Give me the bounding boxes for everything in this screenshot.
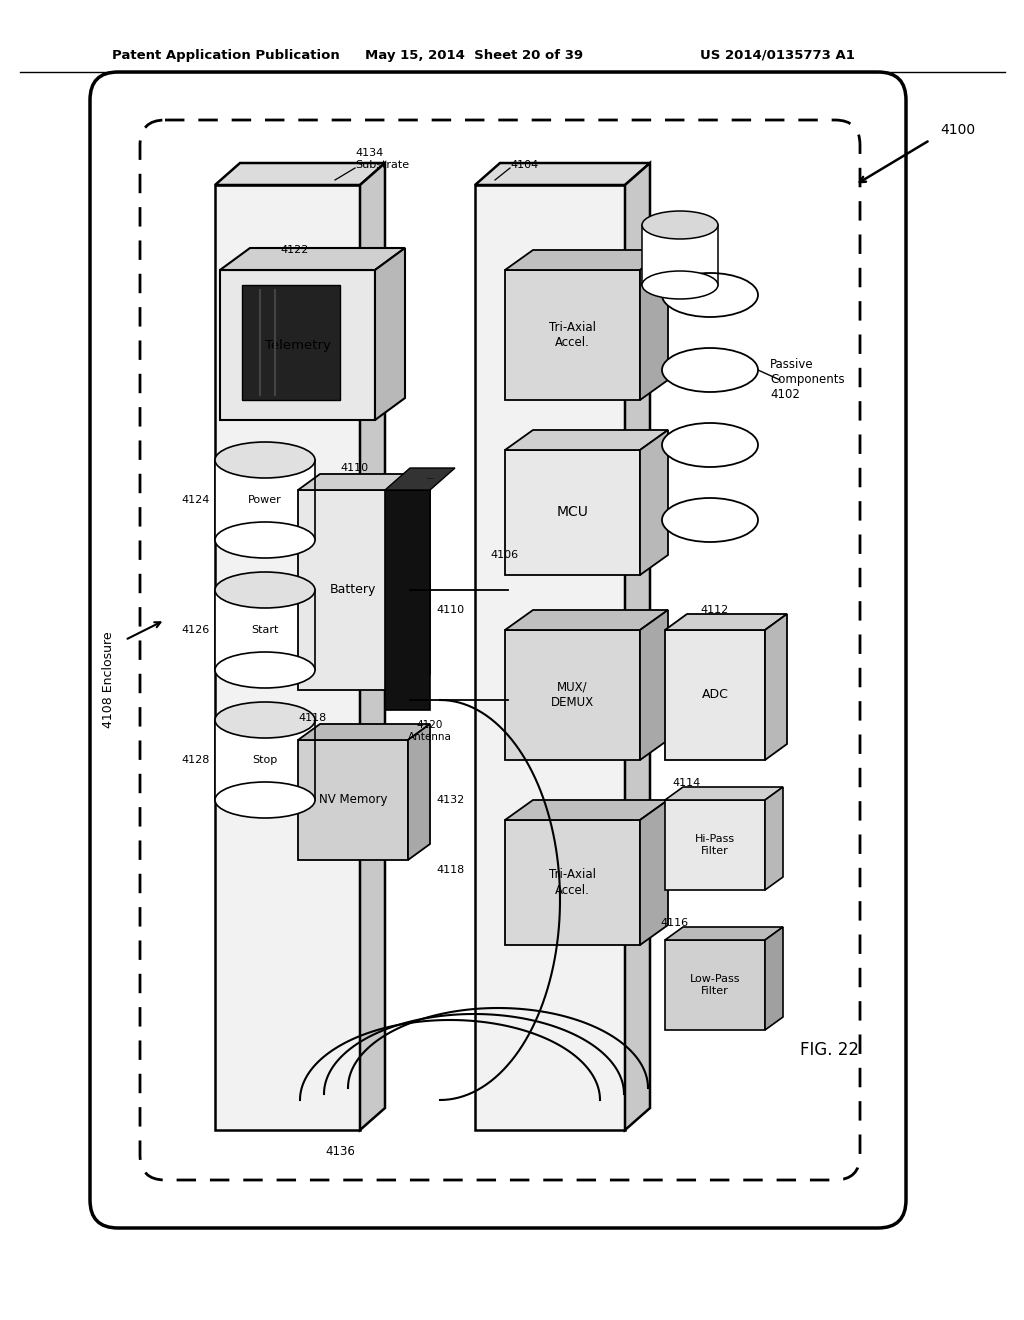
Text: MUX/
DEMUX: MUX/ DEMUX [551, 681, 594, 709]
Polygon shape [408, 474, 430, 690]
Polygon shape [665, 800, 765, 890]
Polygon shape [215, 590, 315, 671]
Polygon shape [640, 800, 668, 945]
Text: Battery: Battery [330, 583, 376, 597]
Polygon shape [640, 610, 668, 760]
Ellipse shape [215, 652, 315, 688]
Text: Hi-Pass
Filter: Hi-Pass Filter [695, 834, 735, 855]
Polygon shape [375, 248, 406, 420]
Polygon shape [505, 271, 640, 400]
Text: Low-Pass
Filter: Low-Pass Filter [690, 974, 740, 995]
Text: Patent Application Publication: Patent Application Publication [112, 49, 340, 62]
Text: Passive
Components
4102: Passive Components 4102 [770, 359, 845, 401]
Ellipse shape [662, 422, 758, 467]
Polygon shape [640, 430, 668, 576]
Ellipse shape [662, 273, 758, 317]
Polygon shape [298, 723, 430, 741]
Ellipse shape [662, 498, 758, 543]
Polygon shape [408, 723, 430, 861]
Ellipse shape [215, 572, 315, 609]
Polygon shape [385, 469, 455, 490]
Ellipse shape [642, 211, 718, 239]
Polygon shape [505, 430, 668, 450]
Text: Tri-Axial
Accel.: Tri-Axial Accel. [549, 869, 596, 896]
Text: NV Memory: NV Memory [318, 793, 387, 807]
Text: 4136: 4136 [325, 1144, 355, 1158]
Polygon shape [298, 474, 430, 490]
Text: US 2014/0135773 A1: US 2014/0135773 A1 [700, 49, 855, 62]
Text: FIG. 22: FIG. 22 [800, 1041, 859, 1059]
Polygon shape [665, 927, 783, 940]
Text: 4108 Enclosure: 4108 Enclosure [101, 632, 115, 729]
FancyBboxPatch shape [90, 73, 906, 1228]
Polygon shape [215, 185, 360, 1130]
Ellipse shape [662, 348, 758, 392]
Ellipse shape [215, 702, 315, 738]
Polygon shape [298, 741, 408, 861]
Text: 4120
Antenna: 4120 Antenna [408, 719, 452, 742]
Polygon shape [215, 719, 315, 800]
Polygon shape [765, 787, 783, 890]
Polygon shape [298, 490, 408, 690]
Text: 4122: 4122 [280, 246, 308, 255]
Text: Start: Start [251, 624, 279, 635]
Text: —: — [427, 475, 433, 480]
Ellipse shape [642, 271, 718, 300]
Text: 4116: 4116 [660, 917, 688, 928]
Text: Tri-Axial
Accel.: Tri-Axial Accel. [549, 321, 596, 348]
Polygon shape [505, 630, 640, 760]
Text: Stop: Stop [252, 755, 278, 766]
Text: 4126: 4126 [181, 624, 210, 635]
Ellipse shape [215, 781, 315, 818]
Text: 4128: 4128 [181, 755, 210, 766]
Text: 4104: 4104 [510, 160, 539, 170]
Text: 4114: 4114 [672, 777, 700, 788]
Polygon shape [505, 800, 668, 820]
Polygon shape [475, 185, 625, 1130]
Polygon shape [642, 224, 718, 285]
Polygon shape [505, 249, 668, 271]
Polygon shape [665, 614, 787, 630]
Text: 4110: 4110 [437, 605, 465, 615]
Ellipse shape [215, 521, 315, 558]
Text: 4100: 4100 [940, 123, 975, 137]
Polygon shape [665, 630, 765, 760]
Text: 4124: 4124 [181, 495, 210, 506]
Polygon shape [385, 490, 430, 710]
Text: ADC: ADC [701, 689, 728, 701]
Polygon shape [625, 162, 650, 1130]
Text: 4112: 4112 [700, 605, 728, 615]
Polygon shape [215, 162, 385, 185]
Text: Telemetry: Telemetry [264, 338, 331, 351]
Text: 4118: 4118 [298, 713, 327, 723]
Polygon shape [360, 162, 385, 1130]
Polygon shape [220, 248, 406, 271]
Polygon shape [215, 459, 315, 540]
Polygon shape [640, 249, 668, 400]
Text: Power: Power [248, 495, 282, 506]
Text: MCU: MCU [557, 506, 589, 520]
Polygon shape [475, 162, 650, 185]
Polygon shape [765, 614, 787, 760]
Text: 4132: 4132 [437, 795, 465, 805]
Polygon shape [220, 271, 375, 420]
Text: 4106: 4106 [490, 550, 518, 560]
Polygon shape [505, 820, 640, 945]
Ellipse shape [215, 442, 315, 478]
Polygon shape [242, 285, 340, 400]
Text: 4118: 4118 [437, 865, 465, 875]
Polygon shape [765, 927, 783, 1030]
Polygon shape [665, 940, 765, 1030]
Polygon shape [505, 610, 668, 630]
Text: May 15, 2014  Sheet 20 of 39: May 15, 2014 Sheet 20 of 39 [365, 49, 583, 62]
Text: 4134
Substrate: 4134 Substrate [355, 148, 410, 170]
Polygon shape [505, 450, 640, 576]
Text: 4110: 4110 [340, 463, 368, 473]
Polygon shape [665, 787, 783, 800]
